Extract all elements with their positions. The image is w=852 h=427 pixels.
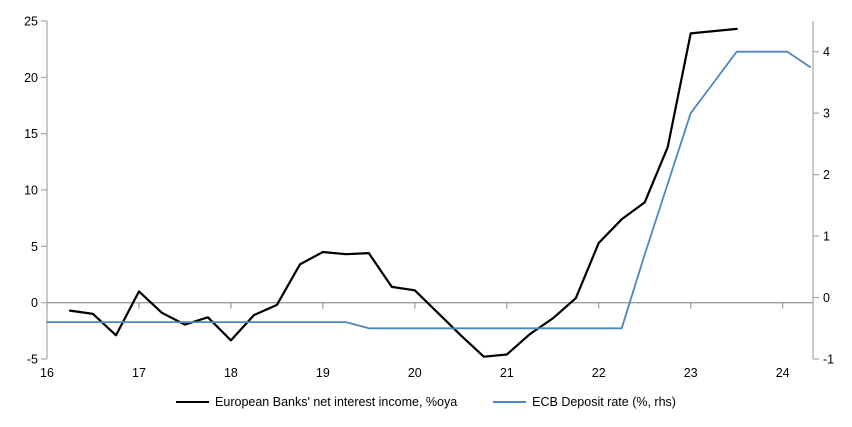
x-axis-tick-label: 16	[40, 366, 54, 380]
x-axis-tick-label: 22	[592, 366, 606, 380]
x-axis-tick-label: 21	[500, 366, 514, 380]
legend-label: ECB Deposit rate (%, rhs)	[532, 395, 676, 409]
y-right-tick-label: 2	[823, 168, 830, 182]
x-axis-tick-label: 17	[132, 366, 146, 380]
legend-label: European Banks' net interest income, %oy…	[215, 395, 458, 409]
x-axis-tick-label: 24	[776, 366, 790, 380]
y-left-tick-label: 25	[24, 15, 38, 29]
x-axis-tick-label: 23	[684, 366, 698, 380]
y-right-tick-label: 1	[823, 230, 830, 244]
legend-swatch-line-icon	[176, 401, 210, 403]
y-left-tick-label: 5	[31, 240, 38, 254]
y-left-tick-label: 20	[24, 71, 38, 85]
y-right-tick-label: 0	[823, 291, 830, 305]
y-left-tick-label: 15	[24, 127, 38, 141]
legend-item-net-interest-income: European Banks' net interest income, %oy…	[176, 395, 457, 409]
y-right-tick-label: -1	[823, 353, 834, 367]
y-left-tick-label: -5	[27, 353, 38, 367]
legend-swatch-line-icon	[493, 401, 527, 403]
y-left-tick-label: 10	[24, 184, 38, 198]
y-left-tick-label: 0	[31, 296, 38, 310]
y-right-tick-label: 3	[823, 107, 830, 121]
series-line-1	[46, 50, 812, 330]
legend-item-ecb-deposit-rate: ECB Deposit rate (%, rhs)	[493, 395, 676, 409]
series-line-0	[68, 27, 738, 358]
x-axis-tick-label: 20	[408, 366, 422, 380]
y-right-tick-label: 4	[823, 45, 830, 59]
x-axis-tick-label: 19	[316, 366, 330, 380]
chart-legend: European Banks' net interest income, %oy…	[0, 395, 852, 409]
x-axis-tick-label: 18	[224, 366, 238, 380]
